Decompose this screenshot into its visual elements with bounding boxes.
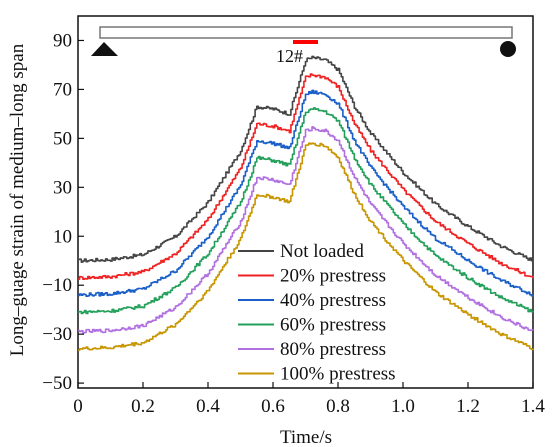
x-tick-label: 1.2: [456, 396, 480, 417]
legend-label: 40% prestress: [280, 290, 386, 311]
series-line: [78, 126, 534, 334]
roller-support-icon: [500, 41, 516, 57]
y-tick-label: −50: [42, 373, 72, 394]
legend: Not loaded 20% prestress 40% prestress 60% …: [238, 241, 396, 385]
y-tick-label: −30: [42, 324, 72, 345]
x-tick-label: 1.4: [521, 396, 545, 417]
y-tick-label: 70: [53, 79, 72, 100]
pin-support-icon: [91, 42, 118, 56]
y-tick-label: 50: [53, 128, 72, 149]
sensor-marker: [293, 40, 318, 44]
series-line: [78, 73, 534, 280]
legend-label: 80% prestress: [280, 339, 386, 360]
series-line: [78, 89, 534, 297]
legend-label: 60% prestress: [280, 315, 386, 336]
y-tick-label: 10: [53, 226, 72, 247]
y-axis-title: Long–guage strain of medium–long span: [7, 43, 28, 356]
x-tick-label: 0.8: [326, 396, 350, 417]
series-layer: [78, 55, 534, 352]
x-tick-label: 0: [73, 396, 83, 417]
x-tick-label: 0.4: [196, 396, 220, 417]
ticks-layer: 0 0.2 0.4 0.6 0.8 1.0 1.2 1.4 −50 −30 −10 10 30 50 70 9…: [42, 30, 545, 417]
series-line: [78, 107, 534, 315]
legend-label: 20% prestress: [280, 266, 386, 287]
x-tick-label: 0.6: [261, 396, 285, 417]
x-axis-title: Time/s: [280, 427, 332, 447]
beam: [99, 26, 513, 39]
y-tick-label: 30: [53, 177, 72, 198]
y-tick-label: 90: [53, 30, 72, 51]
x-tick-label: 0.2: [131, 396, 155, 417]
series-line: [78, 142, 534, 352]
series-line: [78, 55, 534, 263]
x-tick-label: 1.0: [391, 396, 415, 417]
legend-label: Not loaded: [280, 241, 364, 262]
beam-diagram: 12#: [91, 26, 516, 66]
sensor-label: 12#: [276, 46, 303, 66]
y-tick-label: −10: [42, 275, 72, 296]
legend-label: 100% prestress: [280, 364, 396, 385]
plot-frame: [77, 15, 534, 389]
